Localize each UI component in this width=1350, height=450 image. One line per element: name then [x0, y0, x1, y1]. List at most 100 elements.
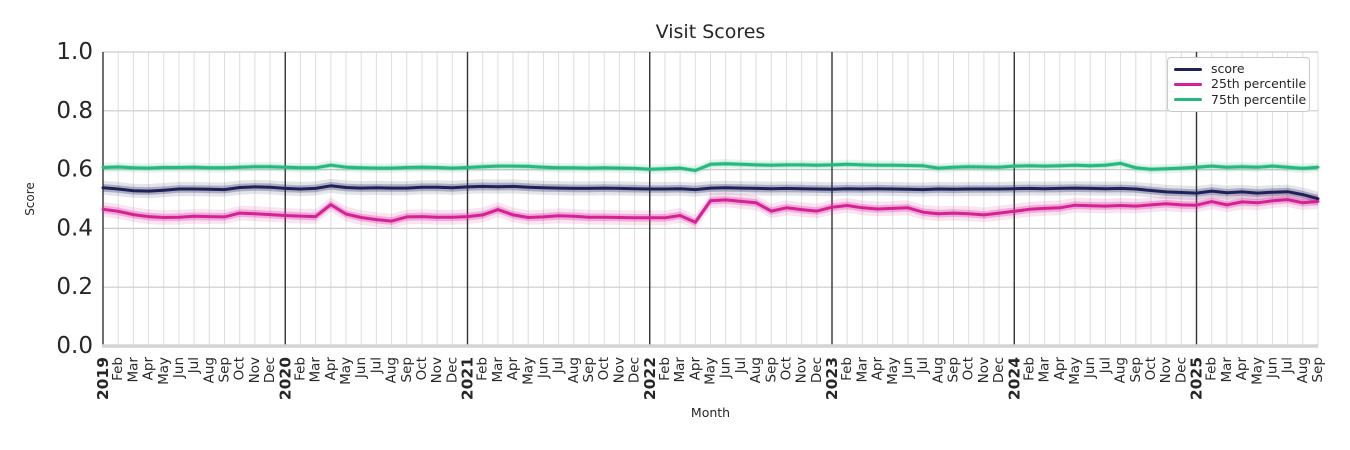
x-tick-month-label: Jul — [1280, 357, 1296, 374]
x-tick-year-label: 2020 — [276, 357, 294, 400]
x-tick-month-label: Dec — [991, 357, 1007, 383]
x-tick-month-label: Feb — [110, 357, 126, 381]
legend-label: 25th percentile — [1211, 76, 1307, 92]
score-line-swatch — [1174, 67, 1202, 71]
line-25th percentile — [101, 198, 1320, 224]
x-tick-year-label: 2021 — [459, 357, 477, 400]
x-tick-month-label: May — [885, 357, 901, 385]
x-tick-month-label: Dec — [627, 357, 643, 383]
x-tick-month-label: Jun — [535, 357, 551, 379]
x-tick-month-label: May — [1249, 357, 1265, 385]
x-tick-month-label: Jul — [368, 357, 384, 374]
x-tick-month-label: Dec — [444, 357, 460, 383]
x-tick-month-label: Jun — [171, 357, 187, 379]
x-tick-month-label: Jul — [733, 357, 749, 374]
x-tick-month-label: Aug — [748, 357, 764, 383]
x-tick-month-label: Nov — [429, 357, 445, 383]
x-tick-month-label: May — [338, 357, 354, 385]
x-tick-month-label: Dec — [809, 357, 825, 383]
75th-percentile-line-swatch — [1174, 98, 1202, 102]
chart-title: Visit Scores — [655, 21, 766, 43]
x-tick-month-label: Mar — [1037, 357, 1053, 383]
x-tick-month-label: Apr — [1234, 357, 1250, 381]
x-tick-month-label: May — [1067, 357, 1083, 385]
y-tick-label: 0.2 — [56, 274, 93, 300]
x-tick-month-label: Feb — [1204, 357, 1220, 381]
x-tick-month-label: Sep — [581, 357, 597, 382]
x-tick-month-label: Apr — [1052, 357, 1068, 381]
25th-percentile-line-swatch — [1174, 83, 1202, 86]
legend: score 25th percentile 75th percentile — [1167, 57, 1310, 112]
x-tick-month-label: Nov — [794, 357, 810, 383]
x-tick-month-label: Sep — [1310, 357, 1326, 382]
x-tick-month-label: Feb — [839, 357, 855, 381]
y-tick-label: 1.0 — [56, 39, 93, 65]
x-tick-month-label: Aug — [384, 357, 400, 383]
x-tick-month-label: Jul — [915, 357, 931, 374]
x-tick-month-label: Jun — [1082, 357, 1098, 379]
x-tick-month-label: Mar — [125, 357, 141, 383]
series-lines — [101, 161, 1320, 224]
legend-entry-score: score — [1174, 60, 1303, 76]
legend-label: score — [1211, 60, 1245, 76]
x-tick-month-label: Apr — [870, 357, 886, 381]
x-tick-month-label: Nov — [1158, 357, 1174, 383]
x-tick-month-label: Mar — [854, 357, 870, 383]
x-tick-month-label: Jul — [1097, 357, 1113, 374]
x-tick-month-label: Aug — [1295, 357, 1311, 383]
x-tick-month-label: Sep — [763, 357, 779, 382]
y-tick-label: 0.0 — [56, 333, 93, 359]
x-tick-month-label: Apr — [323, 357, 339, 381]
band-outer-75th percentile — [103, 158, 1318, 176]
x-tick-month-label: Oct — [232, 357, 248, 380]
x-tick-month-label: Feb — [292, 357, 308, 381]
x-tick-month-label: Oct — [596, 357, 612, 380]
x-tick-month-label: Sep — [217, 357, 233, 382]
band-outer-25th percentile — [103, 192, 1318, 230]
band-inner-75th percentile — [103, 161, 1318, 173]
x-tick-month-label: Jun — [353, 357, 369, 379]
x-tick-month-label: May — [703, 357, 719, 385]
x-tick-month-label: Aug — [566, 357, 582, 383]
x-axis-label: Month — [690, 405, 731, 420]
x-tick-month-label: Aug — [201, 357, 217, 383]
y-tick-label: 0.8 — [56, 98, 93, 124]
x-tick-month-label: Sep — [399, 357, 415, 382]
legend-entry-25th-percentile: 25th percentile — [1174, 76, 1307, 92]
x-tick-month-label: Dec — [1173, 357, 1189, 383]
x-tick-month-label: Nov — [247, 357, 263, 383]
x-tick-month-label: Feb — [1021, 357, 1037, 381]
legend-entry-75th-percentile: 75th percentile — [1174, 91, 1307, 107]
y-tick-label: 0.4 — [56, 215, 93, 241]
x-tick-month-label: Apr — [141, 357, 157, 381]
x-tick-month-label: Mar — [308, 357, 324, 383]
x-tick-month-label: Oct — [778, 357, 794, 380]
x-tick-month-label: Mar — [1219, 357, 1235, 383]
x-tick-month-label: Feb — [657, 357, 673, 381]
x-tick-month-label: Jun — [718, 357, 734, 379]
x-tick-year-label: 2023 — [823, 357, 841, 400]
x-tick-year-label: 2019 — [94, 357, 112, 400]
x-tick-month-label: Nov — [976, 357, 992, 383]
x-tick-month-label: Mar — [490, 357, 506, 383]
x-tick-month-label: Jul — [186, 357, 202, 374]
line-75th percentile — [101, 161, 1320, 172]
x-tick-month-label: Oct — [1143, 357, 1159, 380]
x-tick-month-label: Apr — [505, 357, 521, 381]
x-tick-month-label: Aug — [1113, 357, 1129, 383]
band-outer-score — [103, 178, 1318, 206]
y-tick-label: 0.6 — [56, 157, 93, 183]
x-tick-month-label: Sep — [1128, 357, 1144, 382]
x-tick-month-label: Dec — [262, 357, 278, 383]
x-tick-month-label: Sep — [946, 357, 962, 382]
x-tick-month-label: May — [520, 357, 536, 385]
x-tick-month-label: Oct — [414, 357, 430, 380]
x-tick-month-label: Feb — [475, 357, 491, 381]
x-tick-year-label: 2022 — [641, 357, 659, 400]
legend-label: 75th percentile — [1211, 91, 1307, 107]
x-tick-month-label: Nov — [611, 357, 627, 383]
x-tick-month-label: Jun — [1264, 357, 1280, 379]
